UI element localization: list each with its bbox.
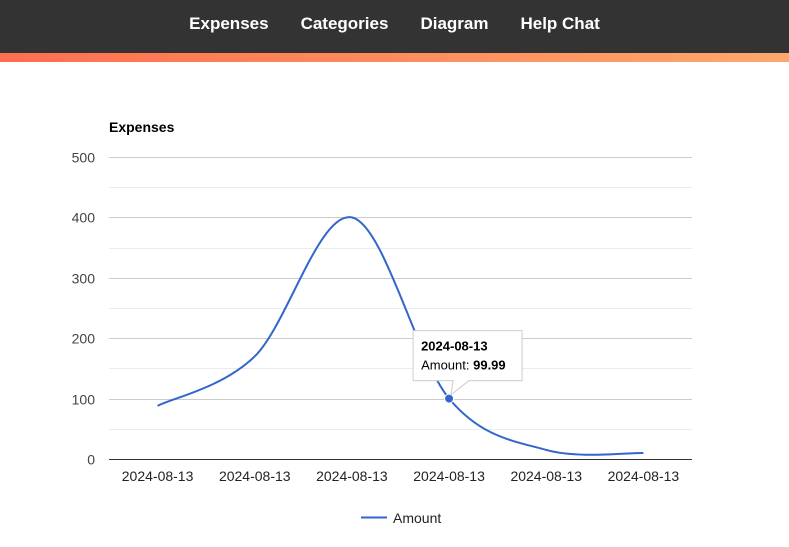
chart-title: Expenses <box>109 119 175 135</box>
x-tick-label: 2024-08-13 <box>219 468 291 484</box>
tooltip-box <box>412 330 523 396</box>
highlighted-data-point[interactable] <box>444 393 455 404</box>
accent-stripe <box>0 53 789 62</box>
x-tick-label: 2024-08-13 <box>122 468 194 484</box>
y-tick-label: 0 <box>87 452 95 468</box>
main-nav: Expenses Categories Diagram Help Chat <box>0 0 789 53</box>
data-point[interactable] <box>640 450 646 456</box>
nav-help-chat-link[interactable]: Help Chat <box>520 14 600 33</box>
y-tick-label: 100 <box>72 392 96 408</box>
tooltip: 2024-08-13 Amount: 99.99 <box>412 330 523 396</box>
x-tick-label: 2024-08-13 <box>510 468 582 484</box>
tooltip-title: 2024-08-13 <box>421 339 488 354</box>
legend-label[interactable]: Amount <box>393 510 441 526</box>
tooltip-series-label: Amount: <box>421 358 473 373</box>
nav-diagram-link[interactable]: Diagram <box>420 14 489 33</box>
data-point[interactable] <box>543 447 549 453</box>
nav-categories-link[interactable]: Categories <box>300 14 389 33</box>
nav-expenses-link[interactable]: Expenses <box>189 14 269 33</box>
top-navigation-bar <box>0 0 789 53</box>
series-line-amount[interactable] <box>157 216 644 456</box>
data-point[interactable] <box>252 353 258 359</box>
tooltip-value-line: Amount: 99.99 <box>421 358 506 373</box>
tooltip-value: 99.99 <box>473 358 506 373</box>
x-tick-label: 2024-08-13 <box>413 468 485 484</box>
y-tick-label: 500 <box>72 150 96 166</box>
y-tick-label: 200 <box>72 331 96 347</box>
data-point[interactable] <box>155 403 161 409</box>
data-point[interactable] <box>349 214 355 220</box>
y-tick-label: 300 <box>72 271 96 287</box>
x-tick-label: 2024-08-13 <box>608 468 680 484</box>
y-tick-label: 400 <box>72 210 96 226</box>
x-tick-label: 2024-08-13 <box>316 468 388 484</box>
